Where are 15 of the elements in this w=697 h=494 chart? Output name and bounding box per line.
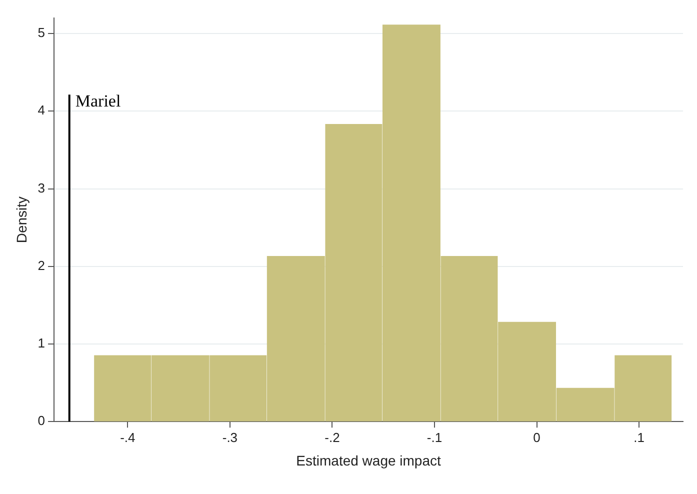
- y-tick-label: 1: [38, 336, 46, 351]
- x-axis-title: Estimated wage impact: [296, 452, 441, 468]
- y-tick-label: 0: [38, 413, 46, 428]
- x-tick-label: -.1: [426, 430, 442, 445]
- ref-line-label: Mariel: [75, 92, 121, 111]
- x-tick-label: -.2: [324, 430, 340, 445]
- x-tick-label: 0: [533, 430, 540, 445]
- y-tick-label: 4: [38, 102, 46, 118]
- x-tick-label: -.4: [120, 430, 136, 445]
- x-tick-label: -.3: [222, 430, 238, 445]
- y-tick-label: 3: [38, 180, 46, 196]
- y-tick-label: 5: [38, 25, 46, 40]
- y-axis-title: Density: [13, 196, 30, 244]
- y-tick-label: 2: [38, 258, 46, 273]
- x-tick-label: .1: [634, 430, 644, 445]
